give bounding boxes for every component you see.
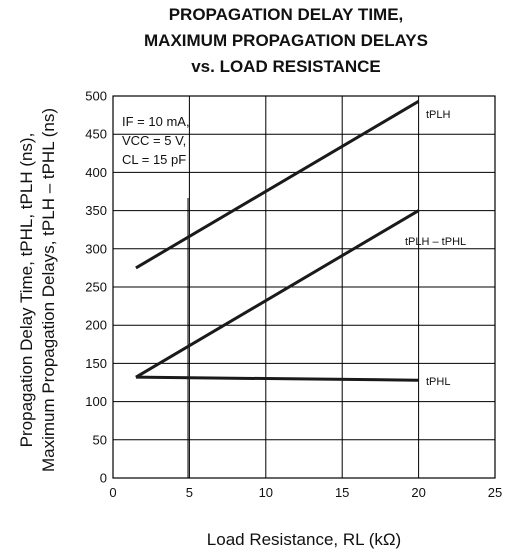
y-tick-label: 500 <box>85 89 107 104</box>
condition-vcc: VCC = 5 V, <box>122 133 186 148</box>
x-tick-label: 15 <box>335 485 349 500</box>
y-tick-label: 150 <box>85 356 107 371</box>
conditions-annotation: IF = 10 mA, VCC = 5 V, CL = 15 pF <box>122 114 190 167</box>
series-label: tPLH <box>426 109 451 121</box>
y-tick-label: 350 <box>85 203 107 218</box>
grid <box>113 96 495 478</box>
y-axis-title-line-2: Maximum Propagation Delays, tPLH – tPHL … <box>39 108 58 472</box>
series-line <box>135 375 419 382</box>
condition-cl: CL = 15 pF <box>122 152 186 167</box>
y-tick-label: 50 <box>93 432 107 447</box>
y-tick-label: 300 <box>85 241 107 256</box>
chart-title-line-1: PROPAGATION DELAY TIME, <box>169 5 404 24</box>
y-tick-label: 0 <box>100 471 107 486</box>
y-axis-title-line-1: Propagation Delay Time, tPHL, tPLH (ns), <box>17 133 36 448</box>
condition-if: IF = 10 mA, <box>122 114 190 129</box>
chart-title-line-3: vs. LOAD RESISTANCE <box>191 57 381 76</box>
x-tick-label: 5 <box>186 485 193 500</box>
plot-frame <box>112 95 496 479</box>
x-tick-label: 20 <box>411 485 425 500</box>
chart-title-line-2: MAXIMUM PROPAGATION DELAYS <box>144 31 428 50</box>
x-tick-label: 0 <box>109 485 116 500</box>
tick-labels: 0 50 100 150 200 250 300 350 400 450 500 0 5 10 15 20 25 <box>85 89 502 501</box>
y-tick-label: 250 <box>85 280 107 295</box>
y-tick-label: 100 <box>85 394 107 409</box>
x-tick-label: 10 <box>259 485 273 500</box>
series-lines <box>135 100 420 382</box>
series-labels: tPLH tPLH – tPHL tPHL <box>405 109 466 388</box>
series-label: tPLH – tPHL <box>405 236 466 248</box>
y-tick-label: 400 <box>85 165 107 180</box>
series-line <box>135 209 420 379</box>
series-label: tPHL <box>426 376 450 388</box>
y-tick-label: 450 <box>85 127 107 142</box>
y-tick-label: 200 <box>85 318 107 333</box>
series-line <box>135 100 420 270</box>
x-axis-title: Load Resistance, RL (kΩ) <box>207 530 401 549</box>
x-tick-label: 25 <box>488 485 502 500</box>
